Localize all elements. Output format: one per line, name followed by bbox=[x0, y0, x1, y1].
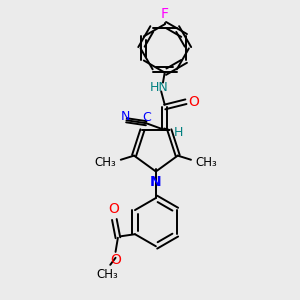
Text: H: H bbox=[174, 126, 184, 139]
Text: C: C bbox=[143, 111, 152, 124]
Text: CH₃: CH₃ bbox=[96, 268, 118, 281]
Text: O: O bbox=[108, 202, 118, 216]
Text: O: O bbox=[110, 253, 121, 267]
Text: N: N bbox=[121, 110, 130, 123]
Text: N: N bbox=[150, 175, 162, 189]
Text: CH₃: CH₃ bbox=[195, 156, 217, 169]
Text: CH₃: CH₃ bbox=[94, 156, 116, 169]
Text: F: F bbox=[161, 7, 169, 21]
Text: O: O bbox=[188, 95, 199, 109]
Text: HN: HN bbox=[150, 81, 169, 94]
